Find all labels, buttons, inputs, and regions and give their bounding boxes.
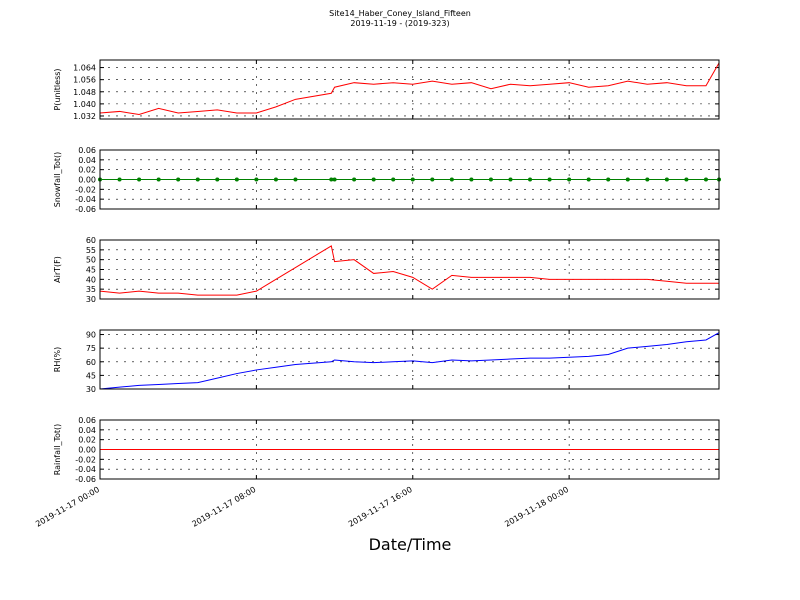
plot-frame [99, 329, 720, 390]
y-axis-label: P(unitless) [53, 68, 62, 110]
y-tick-label: 0.04 [78, 426, 96, 435]
y-tick-label: -0.06 [75, 475, 96, 484]
x-tick-label: 2019-11-17 08:00 [190, 485, 257, 529]
y-tick-label: 0.02 [78, 436, 96, 445]
y-tick-label: -0.04 [75, 465, 96, 474]
data-point [117, 177, 122, 182]
data-point [430, 177, 435, 182]
plot-frame [99, 419, 720, 480]
data-point [176, 177, 181, 182]
x-axis-label: Date/Time [369, 535, 452, 554]
data-point [410, 177, 415, 182]
y-tick-label: 75 [86, 344, 96, 353]
y-tick-label: 60 [86, 358, 96, 367]
data-point [352, 177, 357, 182]
y-tick-label: -0.06 [75, 205, 96, 214]
y-tick-label: 30 [86, 295, 96, 304]
y-tick-label: 40 [86, 275, 96, 284]
y-tick-label: 1.032 [73, 112, 96, 121]
data-point [547, 177, 552, 182]
plot-frame [99, 59, 720, 120]
y-tick-label: 0.06 [78, 146, 96, 155]
y-tick-label: 30 [86, 385, 96, 394]
data-point [293, 177, 298, 182]
y-tick-label: 35 [86, 285, 96, 294]
y-tick-label: 50 [86, 256, 96, 265]
data-point [606, 177, 611, 182]
data-point [586, 177, 591, 182]
data-point [664, 177, 669, 182]
data-point [137, 177, 142, 182]
x-tick-label: 2019-11-17 16:00 [347, 485, 414, 529]
data-point [488, 177, 493, 182]
plot-frame [99, 239, 720, 300]
y-axis-label: RH(%) [53, 347, 62, 372]
data-line [99, 332, 720, 390]
data-point [234, 177, 239, 182]
data-point [449, 177, 454, 182]
data-point [332, 177, 337, 182]
data-line [99, 62, 720, 115]
chart-title: Site14_Haber_Coney_Island_Fifteen [329, 9, 471, 18]
data-line [99, 245, 719, 296]
data-point [371, 177, 376, 182]
y-tick-label: 1.064 [73, 64, 96, 73]
y-tick-label: 0.00 [78, 446, 96, 455]
data-point [273, 177, 278, 182]
data-point [703, 177, 708, 182]
y-tick-label: 1.048 [73, 88, 96, 97]
y-tick-label: 45 [86, 266, 96, 275]
data-point [625, 177, 630, 182]
y-tick-label: 0.06 [78, 416, 96, 425]
x-tick-label: 2019-11-18 00:00 [503, 485, 570, 529]
data-point [156, 177, 161, 182]
data-point [329, 177, 334, 182]
y-tick-label: 0.04 [78, 156, 96, 165]
data-point [254, 177, 259, 182]
y-tick-label: 1.056 [73, 76, 96, 85]
data-point [469, 177, 474, 182]
chart-subtitle: 2019-11-19 - (2019-323) [350, 19, 449, 28]
y-tick-label: 45 [86, 371, 96, 380]
data-point [684, 177, 689, 182]
data-point [567, 177, 572, 182]
x-tick-label: 2019-11-17 00:00 [34, 485, 101, 529]
y-tick-label: 0.02 [78, 166, 96, 175]
data-point [528, 177, 533, 182]
y-tick-label: 60 [86, 236, 96, 245]
data-point [391, 177, 396, 182]
data-point [215, 177, 220, 182]
y-axis-label: AirT(F) [53, 256, 62, 283]
y-tick-label: 0.00 [78, 176, 96, 185]
y-tick-label: -0.02 [75, 455, 96, 464]
y-tick-label: -0.02 [75, 185, 96, 194]
data-point [645, 177, 650, 182]
y-tick-label: 55 [86, 246, 96, 255]
data-point [195, 177, 200, 182]
y-tick-label: 90 [86, 331, 96, 340]
y-tick-label: 1.040 [73, 100, 96, 109]
y-axis-label: Rainfall_Tot() [53, 424, 62, 476]
y-tick-label: -0.04 [75, 195, 96, 204]
data-point [508, 177, 513, 182]
y-axis-label: Snowfall_Tot() [53, 152, 62, 208]
plot-frame [99, 149, 720, 210]
